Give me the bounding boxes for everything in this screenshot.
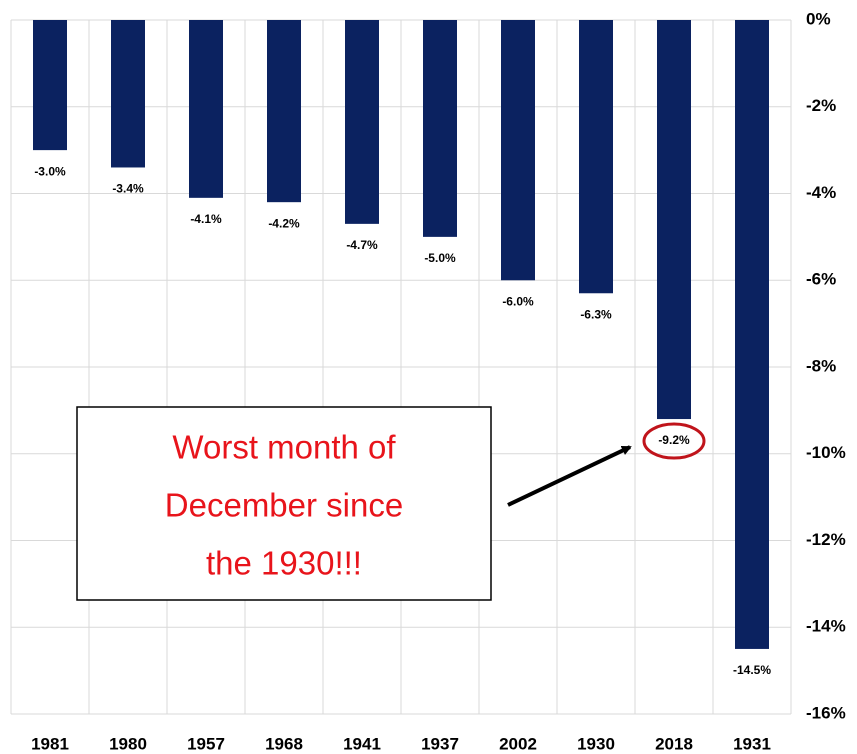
y-tick-label: -10% [806,443,846,462]
x-tick-label: 1937 [421,734,459,753]
y-tick-label: -6% [806,270,836,289]
x-tick-label: 1957 [187,734,225,753]
value-label: -14.5% [733,663,771,677]
value-label: -3.4% [112,182,144,196]
x-tick-label: 1931 [733,734,771,753]
y-tick-label: -4% [806,183,836,202]
annotation-text: December since [165,487,403,524]
value-label: -3.0% [34,164,66,178]
x-tick-label: 1968 [265,734,303,753]
bar [189,20,223,198]
bar [657,20,691,420]
bar [501,20,535,281]
value-label: -9.2% [658,433,690,447]
bar [267,20,301,203]
y-tick-label: 0% [806,9,831,28]
x-tick-label: 1941 [343,734,381,753]
arrow [507,445,632,507]
y-tick-label: -14% [806,617,846,636]
highlight-circle [642,422,706,460]
value-label: -4.1% [190,212,222,226]
value-label: -4.2% [268,216,300,230]
y-tick-label: -2% [806,96,836,115]
x-tick-label: 2002 [499,734,537,753]
y-tick-label: -8% [806,356,836,375]
value-label: -5.0% [424,251,456,265]
value-label: -4.7% [346,238,378,252]
x-tick-label: 1981 [31,734,69,753]
bar [735,20,769,649]
bar [423,20,457,237]
value-label: -6.3% [580,307,612,321]
annotation-box [76,406,492,601]
annotation-text: the 1930!!! [206,545,362,582]
value-label: -6.0% [502,294,534,308]
bar [345,20,379,224]
x-tick-label: 1980 [109,734,147,753]
bar [33,20,67,151]
bar [579,20,613,294]
y-tick-label: -12% [806,530,846,549]
x-tick-label: 2018 [655,734,693,753]
bar [111,20,145,168]
y-tick-label: -16% [806,703,846,722]
annotation-text: Worst month of [172,429,396,466]
x-tick-label: 1930 [577,734,615,753]
